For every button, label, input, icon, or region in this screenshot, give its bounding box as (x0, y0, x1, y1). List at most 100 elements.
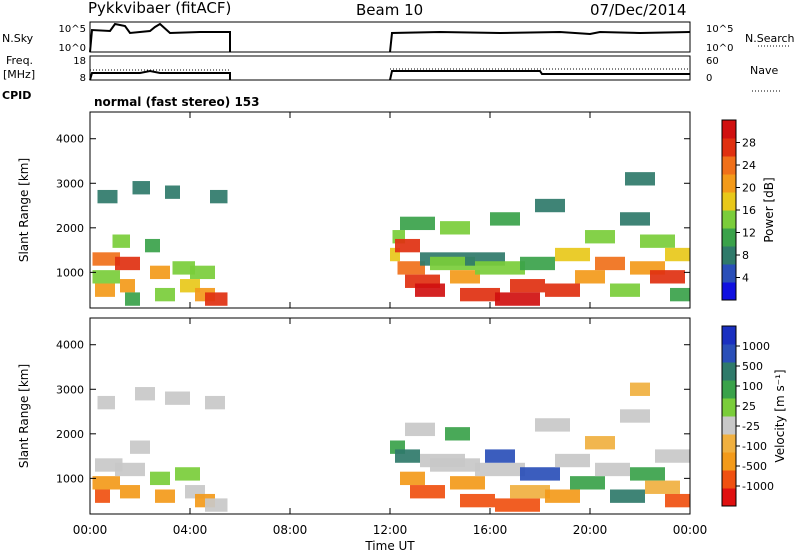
velocity-cell (665, 493, 690, 508)
colorbar-tick-label: 16 (742, 204, 756, 217)
colorbar-tick-label: 20 (742, 182, 756, 195)
velocity-cell (520, 467, 560, 481)
power-cell (120, 279, 135, 293)
velocity-cell (450, 476, 485, 490)
colorbar-segment (722, 210, 736, 229)
power-cell (640, 234, 675, 248)
velocity-xticks: 00:00 04:00 08:00 12:00 16:00 20:00 00:00 (73, 112, 707, 537)
colorbar-tick-label: 500 (742, 360, 763, 373)
velocity-cell (405, 422, 435, 437)
power-cell (610, 283, 640, 297)
velocity-cell (445, 427, 470, 441)
velocity-colorbar: 1000 500 100 25 -25 -100 -500 -1000 (721, 325, 774, 507)
power-cell (92, 270, 120, 284)
velocity-cell (495, 498, 540, 512)
power-cell (390, 247, 400, 262)
nsearch-tick-bottom: 10^0 (706, 43, 733, 54)
velocity-cell (630, 467, 665, 481)
power-cell (440, 221, 470, 235)
freq-dotted-trace (90, 68, 690, 71)
colorbar-tick-label: 1000 (742, 340, 770, 353)
colorbar-segment (722, 452, 736, 471)
colorbar-tick-label: -500 (742, 460, 767, 473)
power-cell (112, 234, 130, 248)
colorbar-segment (722, 416, 736, 435)
power-cell (670, 287, 690, 302)
xtick-label: 16:00 (473, 523, 508, 537)
velocity-cell (95, 489, 110, 503)
ytick-label: 1000 (56, 266, 84, 279)
velocity-cell (205, 498, 228, 512)
velocity-cell (610, 489, 645, 503)
colorbar-segment (722, 434, 736, 453)
ytick-label: 4000 (56, 133, 84, 146)
power-colorbar: 28 24 20 16 12 8 4 (721, 119, 756, 301)
nsky-trace (89, 22, 691, 53)
velocity-cell (150, 471, 170, 486)
cpid-value: normal (fast stereo) 153 (94, 95, 260, 109)
velocity-ylabel: Slant Range [km] (17, 364, 31, 468)
power-cell (400, 216, 435, 231)
power-cell (430, 256, 475, 271)
date-title: 07/Dec/2014 (590, 1, 687, 19)
ytick-label: 2000 (56, 222, 84, 235)
power-cell (650, 270, 685, 284)
colorbar-segment (722, 488, 736, 507)
colorbar-segment (722, 470, 736, 489)
power-cell (460, 287, 500, 302)
power-cell (450, 270, 480, 284)
power-cell (172, 261, 195, 275)
colorbar-tick-label: 28 (742, 137, 756, 150)
velocity-cell (97, 395, 115, 410)
velocity-yticks: 1000 2000 3000 4000 (56, 339, 690, 485)
power-cell (575, 270, 605, 284)
power-cell (520, 256, 555, 271)
power-cell (495, 292, 540, 306)
velocity-cell (570, 476, 605, 490)
power-cell (150, 265, 170, 280)
velocity-cell (535, 418, 570, 432)
freq-tick-bottom: 8 (80, 73, 86, 84)
velocity-cell (475, 462, 525, 477)
power-colorbar-label: Power [dB] (762, 177, 776, 242)
colorbar-segment (722, 326, 736, 345)
colorbar-segment (722, 228, 736, 247)
power-cell (115, 256, 140, 271)
velocity-cell (175, 467, 200, 481)
colorbar-tick-label: 100 (742, 380, 763, 393)
beam-title: Beam 10 (356, 1, 424, 19)
velocity-cell (400, 471, 425, 486)
power-cell (125, 292, 140, 306)
power-cell (490, 212, 520, 226)
power-cell (132, 181, 150, 195)
freq-label: Freq. (6, 54, 34, 67)
colorbar-segment (722, 264, 736, 283)
colorbar-tick-label: 4 (742, 272, 749, 285)
power-cell (555, 247, 590, 262)
velocity-cell (165, 391, 190, 405)
velocity-cell (655, 449, 690, 463)
velocity-cell (485, 449, 515, 463)
colorbar-frame (721, 325, 737, 507)
nave-tick-top: 60 (706, 56, 719, 67)
colorbar-segment (722, 246, 736, 265)
nsky-label: N.Sky (2, 32, 34, 45)
freq-trace (89, 69, 690, 81)
velocity-cell (555, 453, 590, 468)
xtick-label: 04:00 (173, 523, 208, 537)
ytick-label: 4000 (56, 339, 84, 352)
nave-tick-bottom: 0 (706, 73, 712, 84)
power-cell (155, 287, 175, 302)
station-title: Pykkvibaer (fitACF) (88, 0, 232, 17)
colorbar-segment (722, 138, 736, 157)
ytick-label: 3000 (56, 383, 84, 396)
power-cell (210, 189, 228, 204)
ytick-label: 2000 (56, 428, 84, 441)
colorbar-tick-label: 24 (742, 159, 756, 172)
colorbar-tick-label: -100 (742, 440, 767, 453)
power-cell (165, 185, 180, 199)
xtick-label: 00:00 (73, 523, 108, 537)
xtick-label: 12:00 (373, 523, 408, 537)
